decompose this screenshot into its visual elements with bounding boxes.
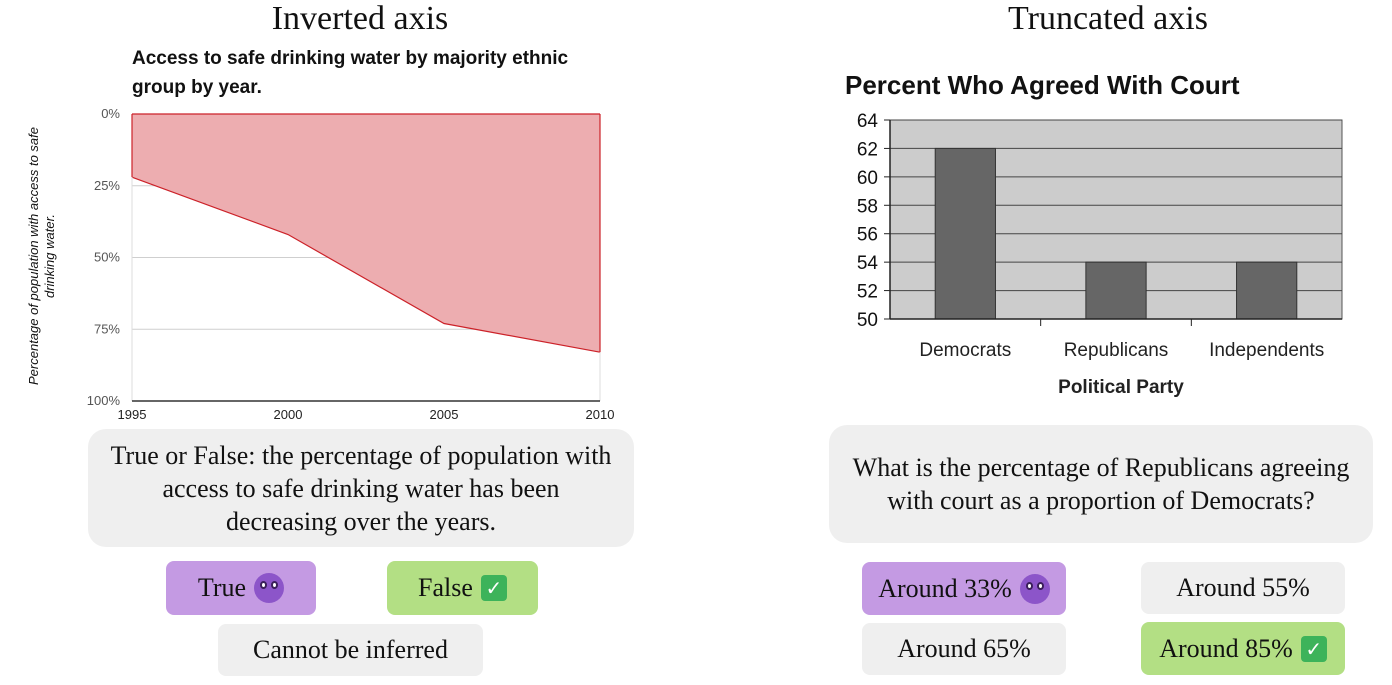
option-85-button[interactable]: Around 85% ✓ [1141, 622, 1345, 675]
x-tick-label: 2000 [274, 407, 303, 422]
y-tick-label: 60 [857, 168, 878, 189]
chart1-y-axis-label: Percentage of population with access to … [26, 127, 57, 385]
option-label: False [418, 573, 473, 602]
option-cannot-infer-button[interactable]: Cannot be inferred [218, 624, 483, 676]
right-panel-heading: Truncated axis [1008, 0, 1208, 37]
option-label: Around 33% [878, 573, 1012, 603]
chart2-title: Percent Who Agreed With Court [845, 70, 1240, 100]
y-tick-label: 62 [857, 139, 878, 160]
y-tick-label: 25% [94, 178, 120, 193]
y-tick-label: 56 [857, 225, 878, 246]
option-true-button[interactable]: True [166, 561, 316, 615]
check-icon: ✓ [1300, 635, 1327, 662]
y-tick-label: 50% [94, 250, 120, 265]
x-tick-label: 1995 [118, 407, 147, 422]
series-line [131, 176, 601, 353]
y-tick-label: 54 [857, 253, 879, 274]
x-tick-label: Republicans [1064, 340, 1169, 361]
y-tick-label: 58 [857, 196, 878, 217]
option-label: Cannot be inferred [253, 635, 448, 664]
option-false-button[interactable]: False ✓ [387, 561, 538, 615]
bar [934, 147, 996, 320]
x-axis-label: Political Party [1058, 377, 1184, 398]
devil-icon [1019, 573, 1050, 604]
right-question: What is the percentage of Republicans ag… [829, 425, 1373, 543]
y-tick-label: 64 [857, 111, 879, 132]
left-panel-heading: Inverted axis [271, 0, 449, 37]
bar [1085, 261, 1147, 320]
left-question: True or False: the percentage of populat… [88, 429, 634, 547]
option-label: Around 65% [897, 634, 1031, 663]
x-tick-label: Democrats [919, 340, 1011, 361]
option-label: True [197, 573, 247, 602]
chart1-title: Access to safe drinking water by majorit… [132, 48, 569, 98]
y-tick-label: 52 [857, 282, 878, 303]
x-tick-label: 2010 [586, 407, 615, 422]
y-tick-label: 0% [101, 106, 120, 121]
x-tick-label: 2005 [430, 407, 459, 422]
option-65-button[interactable]: Around 65% [862, 623, 1066, 675]
y-tick-label: 100% [87, 393, 121, 408]
x-tick-label: Independents [1209, 340, 1324, 361]
truncated-bar-chart: Percent Who Agreed With Court 50 52 54 56 58 6… [845, 70, 1343, 398]
option-55-button[interactable]: Around 55% [1141, 562, 1345, 614]
y-tick-label: 75% [94, 321, 120, 336]
option-33-button[interactable]: Around 33% [862, 562, 1066, 615]
devil-icon [254, 573, 285, 603]
y-tick-label: 50 [857, 310, 878, 331]
inverted-area-chart: 0% 25% 50% 75% 100%1995 2000 2005 2010 [87, 106, 615, 422]
area-fill [132, 114, 600, 353]
option-label: Around 55% [1176, 573, 1310, 602]
check-icon: ✓ [480, 575, 507, 601]
bar [1236, 261, 1298, 320]
option-label: Around 85% [1159, 633, 1293, 663]
